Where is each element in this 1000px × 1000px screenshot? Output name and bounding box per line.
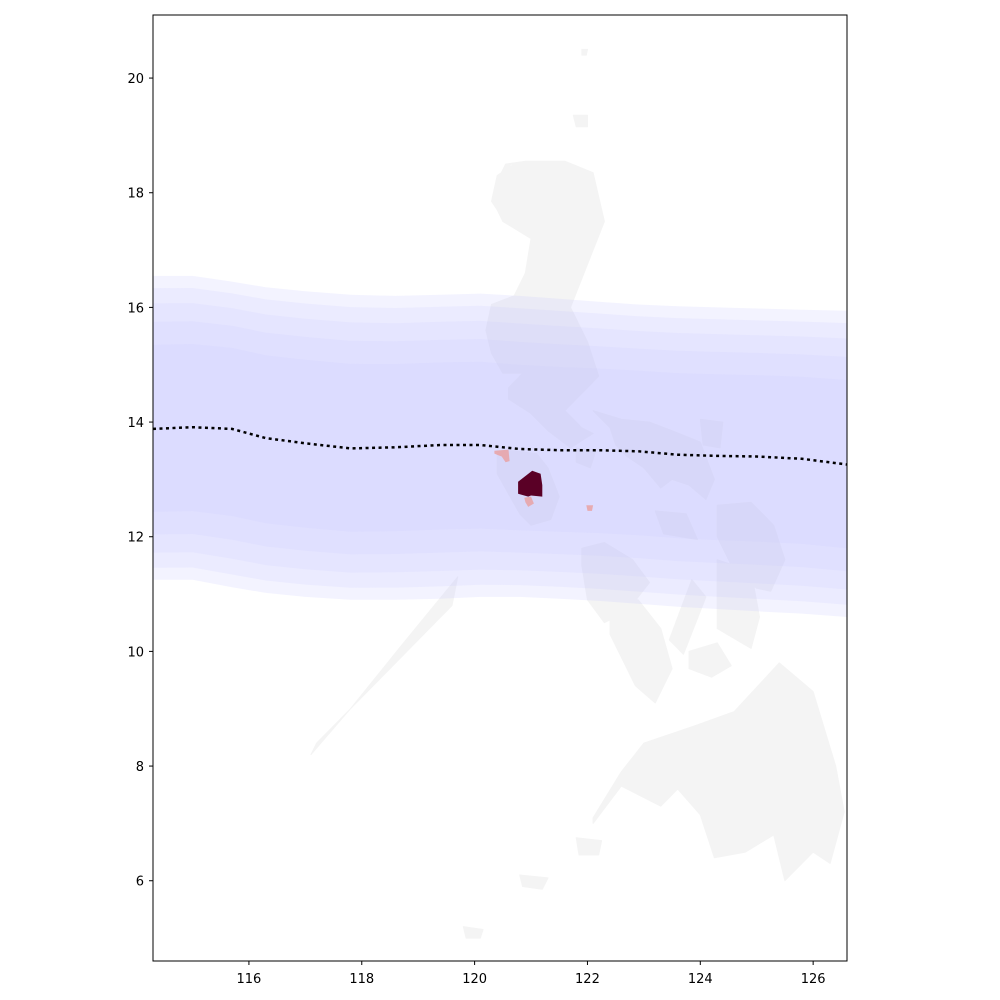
land-palawan xyxy=(310,576,459,756)
impact-layer xyxy=(494,449,594,511)
land-negros xyxy=(609,599,673,704)
x-tick-label-122: 122 xyxy=(575,972,600,987)
wind-swath-layer xyxy=(153,275,847,617)
wind-swath-band-4 xyxy=(153,321,847,572)
wind-swath-inner xyxy=(153,344,847,549)
land-catanduanes xyxy=(699,418,724,449)
land-marinduque xyxy=(575,447,597,469)
y-tick-label-18: 18 xyxy=(127,187,144,202)
land-tawi-tawi xyxy=(462,926,484,939)
impact-area-low-2 xyxy=(524,496,534,507)
x-axis: 116 118 120 122 124 126 xyxy=(237,961,826,987)
y-tick-label-10: 10 xyxy=(127,645,144,660)
track-layer xyxy=(153,425,847,466)
y-tick-label-8: 8 xyxy=(136,760,144,775)
wind-swath-band-3 xyxy=(153,303,847,590)
land-mindanao xyxy=(592,662,845,882)
wind-swath-band-2 xyxy=(153,288,847,605)
wind-swath-outer xyxy=(153,275,847,617)
x-tick-label-120: 120 xyxy=(462,972,487,987)
land-babuyan xyxy=(572,114,588,128)
y-tick-label-14: 14 xyxy=(127,416,144,431)
land-bohol xyxy=(688,642,732,678)
impact-area-low-3 xyxy=(586,505,594,511)
y-tick-label-20: 20 xyxy=(127,72,144,87)
x-tick-label-126: 126 xyxy=(801,972,826,987)
y-tick-label-16: 16 xyxy=(127,301,144,316)
y-tick-label-6: 6 xyxy=(136,875,144,890)
x-tick-label-118: 118 xyxy=(349,972,374,987)
y-axis: 6 8 10 12 14 16 18 20 xyxy=(127,72,153,890)
land-layer xyxy=(310,48,845,939)
storm-track-line xyxy=(153,425,847,466)
y-tick-label-12: 12 xyxy=(127,531,144,546)
land-leyte xyxy=(716,559,760,649)
land-luzon xyxy=(485,160,605,449)
land-batanes xyxy=(581,48,588,56)
land-sulu xyxy=(519,874,549,890)
x-tick-label-124: 124 xyxy=(688,972,713,987)
impact-area-low-1 xyxy=(494,449,510,463)
land-southern-luzon xyxy=(592,410,715,500)
land-masbate xyxy=(654,510,698,541)
plot-frame xyxy=(152,14,848,962)
x-tick-label-116: 116 xyxy=(237,972,262,987)
impact-area-high-4 xyxy=(518,470,543,497)
plot-area xyxy=(153,48,847,939)
land-basilan xyxy=(575,837,603,856)
land-cebu xyxy=(668,579,707,655)
